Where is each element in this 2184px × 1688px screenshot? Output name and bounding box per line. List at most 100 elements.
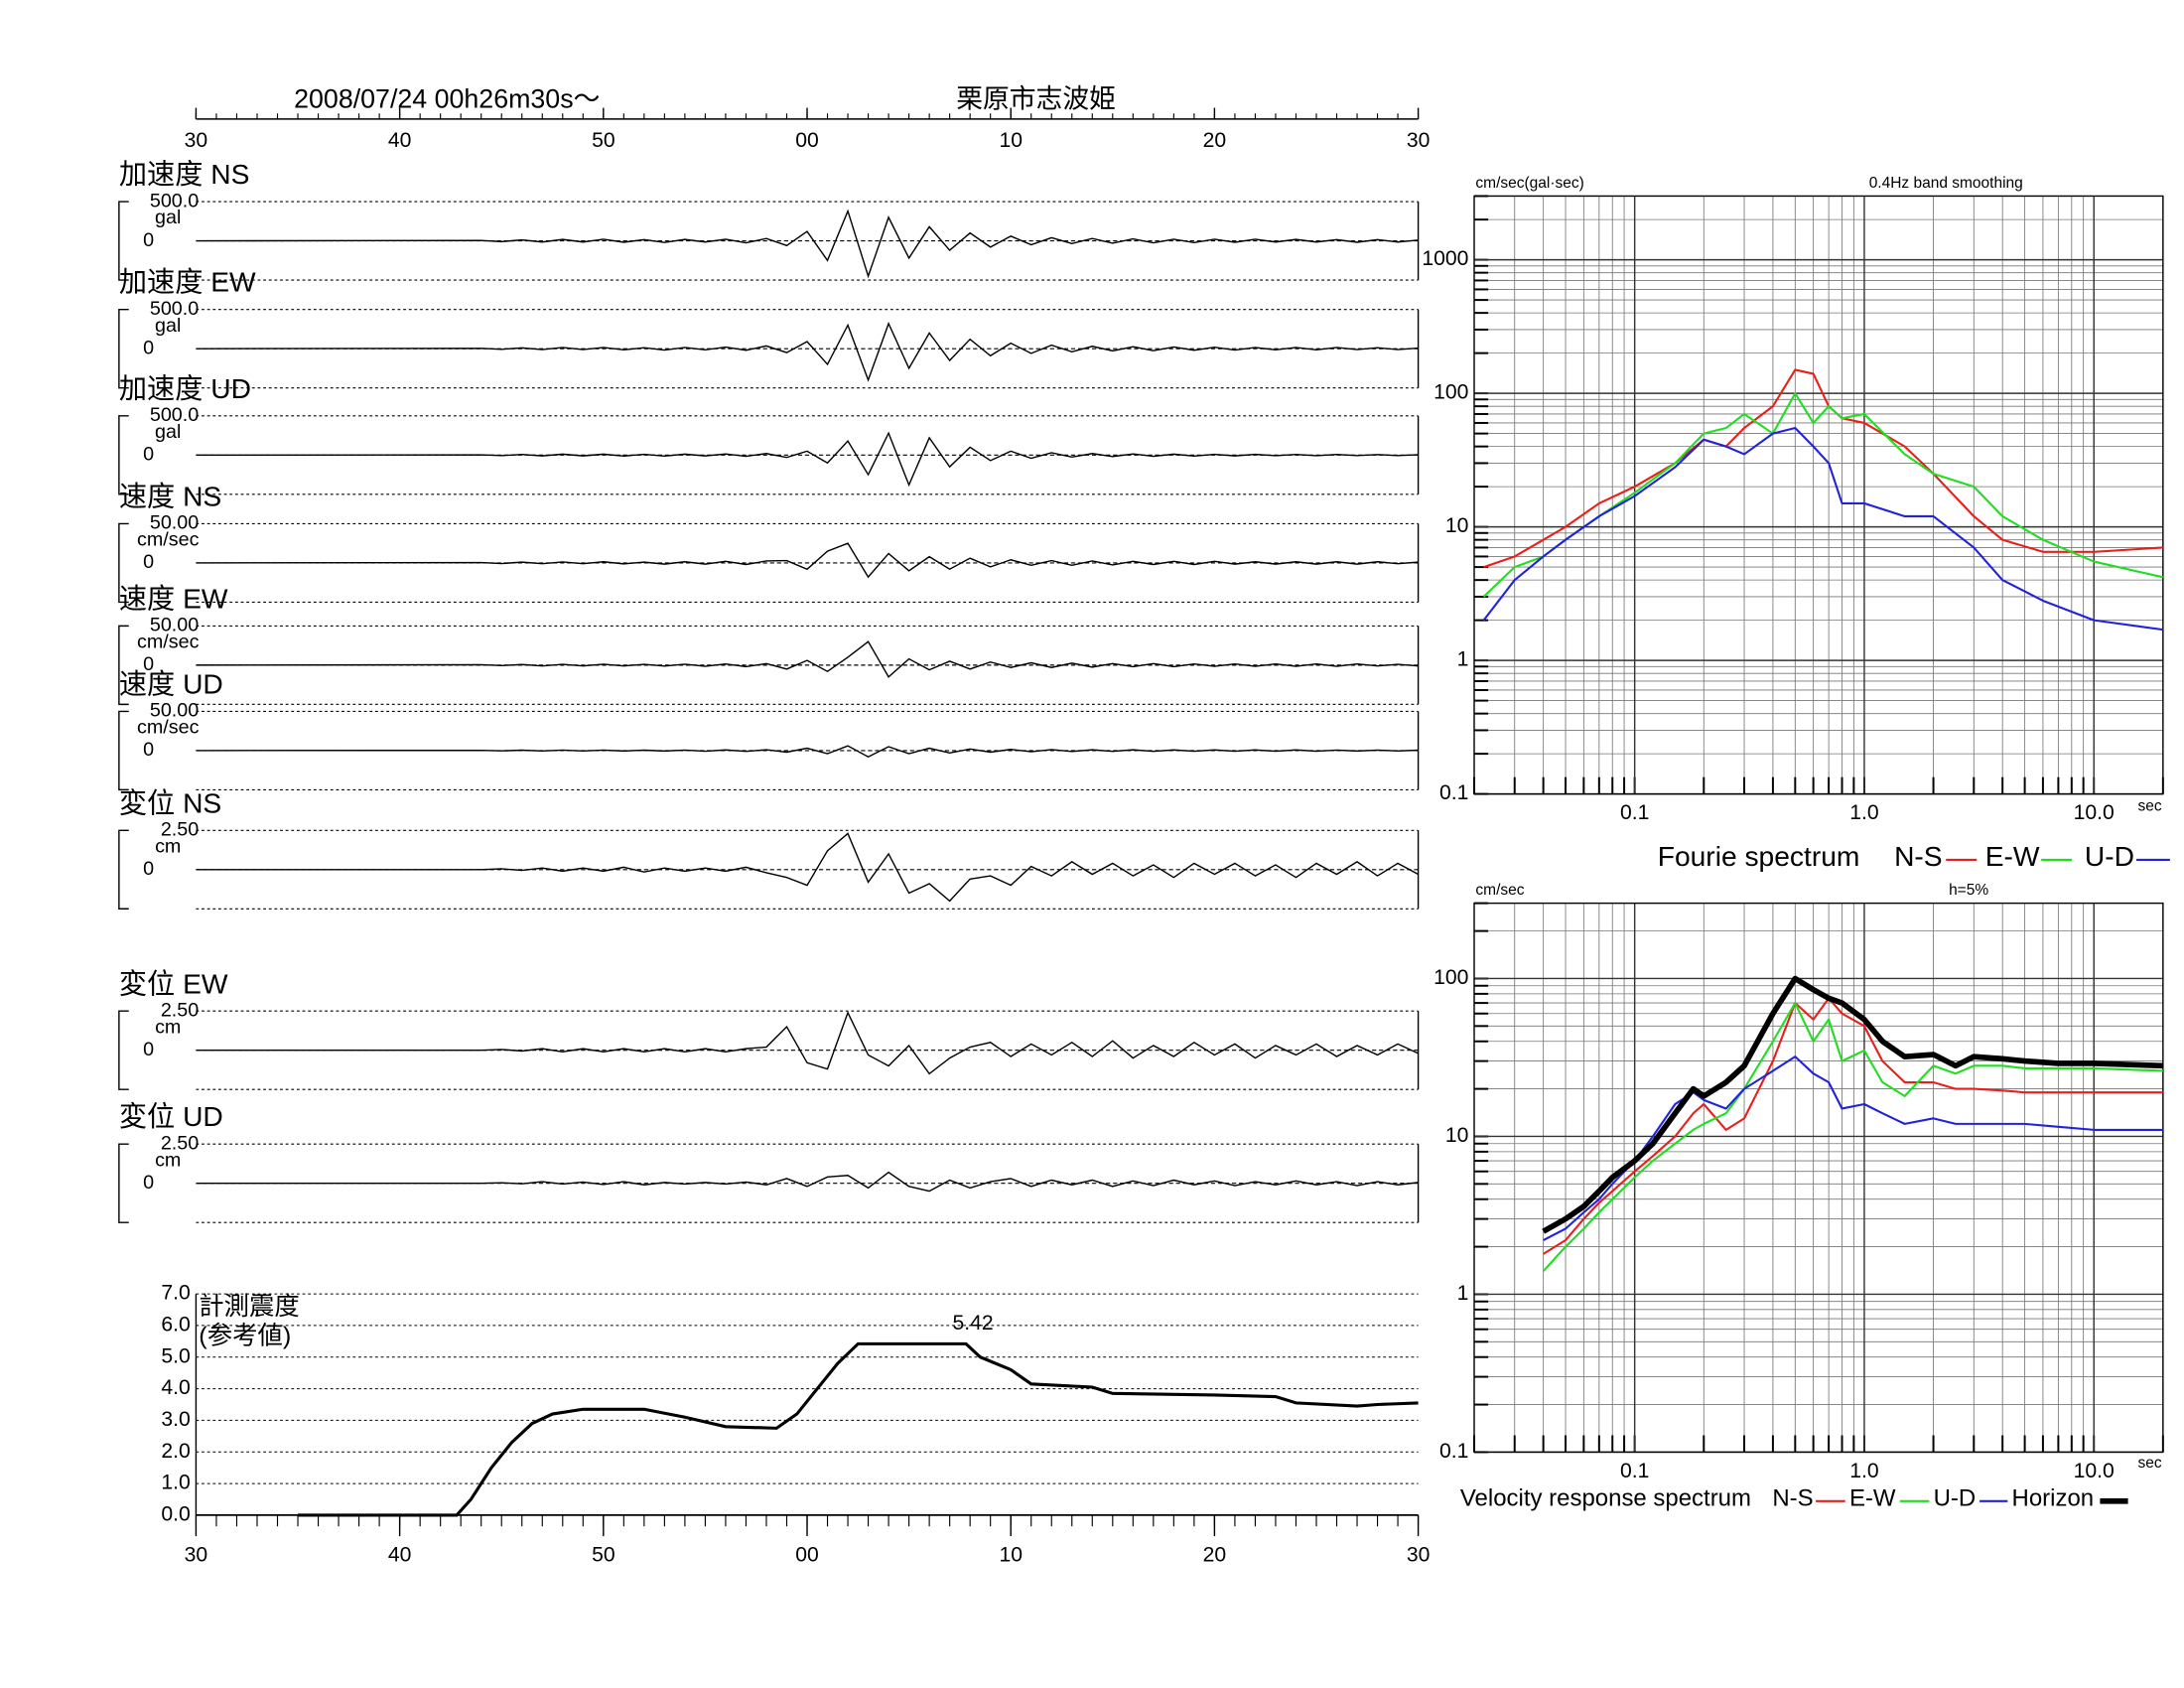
x-tick-label: 20 — [1203, 1543, 1227, 1566]
spectrum-line — [1543, 1055, 2163, 1241]
y-tick-label: 100 — [1433, 966, 1468, 989]
trace-title: 加速度 EW — [119, 266, 256, 298]
spectrum-line — [1542, 975, 2163, 1234]
x-tick-label: 00 — [795, 129, 819, 152]
y-axis-label: cm/sec(gal·sec) — [1475, 175, 1583, 192]
y-tick-label: 4.0 — [161, 1376, 190, 1399]
frame — [118, 415, 129, 495]
datetime: 2008/07/24 00h26m30s〜 — [294, 84, 600, 114]
waveform — [196, 322, 1419, 382]
y-tick-label: 1 — [1457, 1282, 1469, 1305]
spectrum-line — [1483, 368, 2163, 569]
x-tick-label: 00 — [795, 1543, 819, 1566]
trace-title: 変位 NS — [119, 786, 221, 818]
x-tick-label: 30 — [1407, 129, 1431, 152]
y-tick-label: 0.1 — [1439, 1440, 1468, 1463]
y-tick-label: 0 — [143, 444, 154, 466]
legend-label: N-S — [1772, 1485, 1813, 1512]
y-tick-label: 6.0 — [161, 1314, 190, 1336]
waveform — [196, 640, 1419, 678]
y-tick-label: 2.0 — [161, 1440, 190, 1463]
y-tick-label: 0 — [143, 653, 154, 675]
x-tick-label: 10.0 — [2074, 1460, 2115, 1482]
y-tick-label: 2.50 — [161, 819, 199, 841]
waveform — [196, 1171, 1419, 1193]
y-tick-label: 0.0 — [161, 1502, 190, 1525]
x-tick-label: 0.1 — [1620, 1460, 1649, 1482]
x-axis-label: sec — [2137, 1455, 2161, 1472]
legend-label: N-S — [1894, 840, 1943, 872]
y-tick-label: 100 — [1433, 381, 1468, 404]
station: 栗原市志波姫 — [956, 84, 1116, 114]
trace-title: 速度 UD — [119, 667, 223, 699]
y-tick-label: 1000 — [1422, 247, 1468, 270]
frame — [118, 710, 129, 791]
legend-label: U-D — [2085, 840, 2134, 872]
y-tick-label: 500.0 — [150, 404, 199, 426]
y-tick-label: 50.00 — [150, 512, 199, 534]
spectrum-line — [1482, 426, 2163, 632]
y-tick-label: 0 — [143, 1039, 154, 1060]
legend-label: U-D — [1934, 1485, 1977, 1512]
y-tick-label: 0 — [143, 229, 154, 251]
chart-title: Fourie spectrum — [1658, 840, 1860, 872]
y-tick-label: 50.00 — [150, 615, 199, 636]
spectrum-line — [1542, 1002, 2163, 1272]
x-tick-label: 30 — [185, 129, 208, 152]
chart-title: Velocity response spectrum — [1460, 1485, 1751, 1512]
intensity-line — [298, 1341, 1419, 1517]
unit-label: gal — [155, 315, 181, 337]
y-tick-label: 5.0 — [161, 1344, 190, 1367]
x-tick-label: 1.0 — [1849, 801, 1878, 824]
y-tick-label: 0 — [143, 739, 154, 761]
unit-label: cm — [155, 1149, 181, 1171]
frame — [118, 522, 129, 604]
y-tick-label: 0 — [143, 1172, 154, 1194]
frame — [118, 201, 129, 281]
trace-title: 速度 EW — [119, 582, 228, 614]
y-tick-label: 0 — [143, 551, 154, 573]
unit-label: gal — [155, 421, 181, 443]
y-tick-label: 2.50 — [161, 999, 199, 1021]
chart-subtitle: (参考値) — [199, 1323, 291, 1350]
waveform — [196, 209, 1419, 279]
trace-title: 変位 EW — [119, 967, 228, 999]
y-tick-label: 1.0 — [161, 1472, 190, 1494]
x-tick-label: 50 — [592, 129, 615, 152]
y-tick-label: 10 — [1445, 1124, 1469, 1147]
y-axis-label: cm/sec — [1475, 882, 1524, 899]
waveform — [196, 1010, 1419, 1075]
y-tick-label: 7.0 — [161, 1282, 190, 1305]
x-tick-label: 40 — [388, 1543, 412, 1566]
x-tick-label: 30 — [1407, 1543, 1431, 1566]
y-tick-label: 0 — [143, 858, 154, 880]
note: h=5% — [1949, 882, 1988, 899]
y-tick-label: 500.0 — [150, 190, 199, 211]
trace-title: 加速度 NS — [119, 158, 250, 190]
y-tick-label: 0 — [143, 337, 154, 358]
spectrum-line — [1482, 392, 2164, 598]
frame — [118, 308, 129, 389]
frame — [118, 1010, 129, 1090]
trace-title: 変位 UD — [119, 1100, 223, 1132]
x-tick-label: 50 — [592, 1543, 615, 1566]
unit-label: cm/sec — [137, 529, 200, 551]
frame — [118, 1143, 129, 1223]
plot-frame — [1473, 902, 2164, 1454]
y-tick-label: 1 — [1457, 648, 1469, 671]
x-tick-label: 1.0 — [1849, 1460, 1878, 1482]
y-tick-label: 3.0 — [161, 1408, 190, 1431]
frame — [118, 829, 129, 910]
chart-title: 計測震度 — [199, 1293, 300, 1321]
x-tick-label: 10 — [999, 129, 1023, 152]
x-axis-label: sec — [2137, 797, 2161, 814]
unit-label: cm/sec — [137, 717, 200, 739]
y-tick-label: 50.00 — [150, 700, 199, 722]
waveform — [196, 745, 1419, 759]
legend-label: Horizon — [2012, 1485, 2095, 1512]
x-tick-label: 20 — [1203, 129, 1227, 152]
legend-label: E-W — [1849, 1485, 1896, 1512]
y-tick-label: 10 — [1445, 514, 1469, 537]
